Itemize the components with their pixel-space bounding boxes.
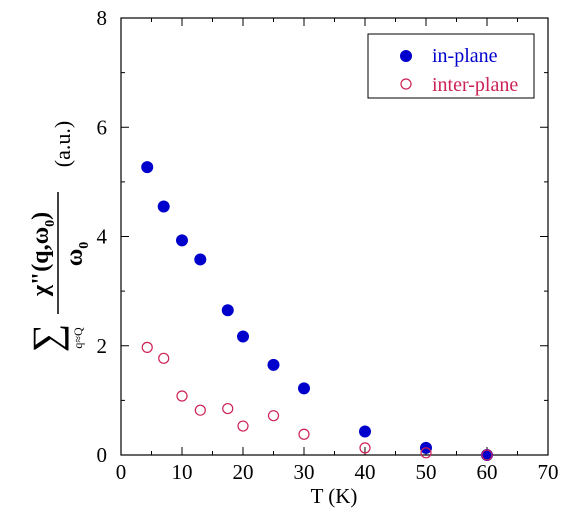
in-plane-point	[359, 425, 371, 438]
inter-plane-point	[158, 352, 170, 364]
in-plane-point	[267, 358, 280, 371]
y-numerator: χ"(q,ω0)	[28, 212, 58, 297]
inter-plane-point	[222, 402, 234, 415]
inter-plane-point	[359, 442, 371, 454]
in-plane-point	[237, 330, 249, 343]
y-units: (a.u.)	[50, 121, 75, 167]
legend-marker-inter-plane	[400, 78, 412, 90]
inter-plane-point	[176, 390, 188, 402]
y-tick-label: 6	[97, 115, 108, 139]
x-tick-label: 20	[233, 460, 254, 484]
y-denominator: ω0	[62, 242, 92, 267]
inter-plane-point	[481, 449, 493, 461]
y-axis-title: ∑ q≈Q χ"(q,ω0) ω0 (a.u.)	[24, 121, 92, 352]
y-tick-label: 2	[97, 334, 108, 358]
x-tick-label: 60	[477, 460, 498, 484]
y-sum-subscript: q≈Q	[71, 327, 85, 349]
inter-plane-point	[420, 447, 432, 459]
in-plane-point	[298, 382, 310, 395]
inter-plane-point	[267, 410, 280, 422]
x-tick-label: 0	[116, 460, 127, 484]
legend: in-plane inter-plane	[367, 33, 535, 99]
x-tick-label: 10	[172, 460, 193, 484]
legend-marker-in-plane	[400, 50, 412, 62]
ticks	[120, 17, 549, 456]
in-plane-point	[141, 161, 154, 174]
inter-plane-point	[237, 420, 249, 432]
y-tick-label: 4	[97, 225, 108, 249]
x-tick-label: 70	[538, 460, 559, 484]
tick-labels: 0 10 20 30 40 50 60 70 0 2 4 6 8	[97, 6, 559, 484]
y-sum-symbol: ∑	[24, 324, 69, 353]
x-tick-label: 40	[355, 460, 376, 484]
y-tick-label: 0	[97, 443, 108, 467]
inter-plane-point	[298, 428, 310, 440]
legend-box	[367, 33, 535, 99]
legend-label-inter-plane: inter-plane	[432, 74, 518, 96]
y-tick-label: 8	[97, 6, 108, 30]
data-points	[141, 161, 493, 461]
in-plane-point	[221, 304, 234, 317]
in-plane-point	[194, 253, 207, 266]
inter-plane-point	[194, 404, 206, 416]
in-plane-point	[176, 234, 188, 247]
in-plane-point	[157, 200, 170, 213]
legend-label-in-plane: in-plane	[432, 45, 498, 67]
inter-plane-point	[141, 341, 153, 353]
x-tick-label: 30	[294, 460, 315, 484]
x-axis-title: T (K)	[311, 484, 358, 508]
x-tick-label: 50	[416, 460, 437, 484]
